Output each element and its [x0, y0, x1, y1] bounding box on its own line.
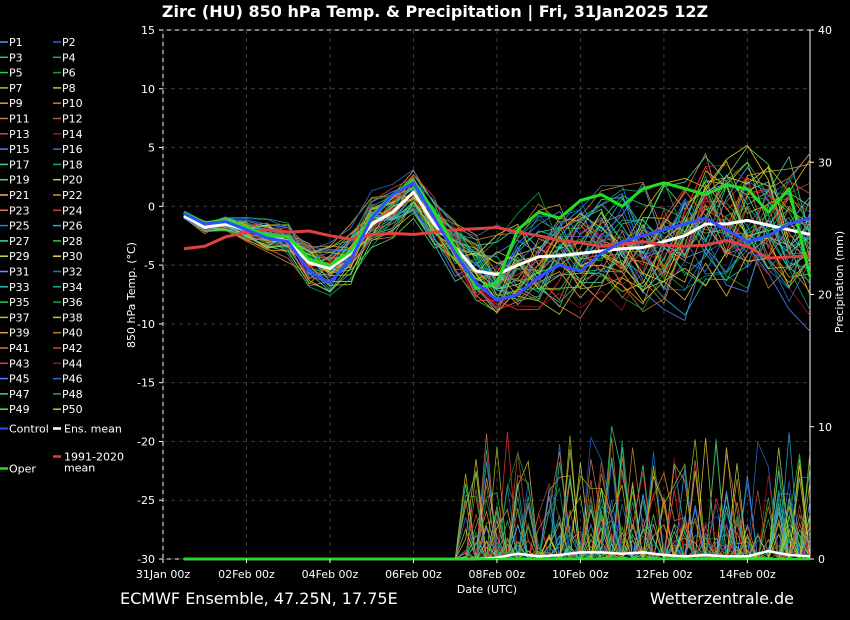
- legend-entry-p4: P4: [62, 51, 76, 64]
- control-line: [183, 181, 811, 302]
- legend-entry-p16: P16: [62, 143, 83, 156]
- legend-entry-p25: P25: [9, 220, 30, 233]
- legend-entry-p2: P2: [62, 36, 76, 49]
- legend-entry-p46: P46: [62, 373, 83, 386]
- legend-entry-p21: P21: [9, 189, 30, 202]
- x-tick-label: 04Feb 00z: [302, 568, 359, 581]
- x-tick-label: 06Feb 00z: [385, 568, 442, 581]
- legend-entry-p37: P37: [9, 311, 30, 324]
- x-tick-label: 12Feb 00z: [636, 568, 693, 581]
- y-axis-left: 15 10 5 0 -5 -10 -15 -20 -25 -30: [137, 24, 163, 566]
- member-temp-line: [183, 183, 811, 290]
- legend-entry-p49: P49: [9, 403, 30, 416]
- x-axis: 31Jan 00z 02Feb 00z 04Feb 00z 06Feb 00z 08Fe…: [136, 559, 776, 581]
- y-tick-label: -10: [137, 318, 155, 331]
- legend-entry-p31: P31: [9, 266, 30, 279]
- legend-entry-oper: Oper: [9, 463, 36, 476]
- legend-entry-p10: P10: [62, 97, 83, 110]
- member-temp-line: [183, 180, 811, 303]
- y-right-tick-label: 10: [818, 421, 832, 434]
- legend-entry-p17: P17: [9, 158, 30, 171]
- y-tick-label: 0: [148, 200, 155, 213]
- legend-entry-p26: P26: [62, 220, 83, 233]
- 1991-2020-mean-line: [183, 226, 811, 260]
- member-temp-line: [183, 159, 811, 303]
- legend-entry-p33: P33: [9, 281, 30, 294]
- y-axis-label: 850 hPa Temp. (°C): [125, 242, 138, 348]
- y-tick-label: -15: [137, 377, 155, 390]
- chart-title: Zirc (HU) 850 hPa Temp. & Precipitation …: [162, 2, 708, 22]
- legend-entry-p8: P8: [62, 82, 76, 95]
- y-tick-label: 10: [141, 83, 155, 96]
- member-temp-line: [183, 165, 811, 299]
- legend-entry-p12: P12: [62, 113, 83, 126]
- legend-entry-p27: P27: [9, 235, 30, 248]
- y-tick-label: 5: [148, 142, 155, 155]
- legend-entry-p47: P47: [9, 388, 30, 401]
- legend-entry-p1: P1: [9, 36, 23, 49]
- legend-entry-p45: P45: [9, 373, 30, 386]
- legend-entry-clim-2: mean: [64, 462, 95, 475]
- y-right-tick-label: 0: [818, 553, 825, 566]
- y-axis-right-label: Precipitation (mm): [833, 231, 846, 333]
- legend-entry-p19: P19: [9, 174, 30, 187]
- legend-entry-p13: P13: [9, 128, 30, 141]
- footer-site: Wetterzentrale.de: [650, 589, 794, 608]
- legend-entry-p48: P48: [62, 388, 83, 401]
- oper-line: [183, 179, 812, 291]
- legend-entry-p38: P38: [62, 311, 83, 324]
- legend-entry-p15: P15: [9, 143, 30, 156]
- x-tick-label: 02Feb 00z: [218, 568, 275, 581]
- y-tick-label: -20: [137, 435, 155, 448]
- legend-entry-p40: P40: [62, 327, 83, 340]
- legend-entry-p11: P11: [9, 113, 30, 126]
- y-right-tick-label: 20: [818, 289, 832, 302]
- y-tick-label: -30: [137, 553, 155, 566]
- legend-entry-p5: P5: [9, 67, 23, 80]
- legend-entry-p28: P28: [62, 235, 83, 248]
- member-temp-line: [183, 176, 811, 309]
- legend-entry-p6: P6: [62, 67, 76, 80]
- x-tick-label: 10Feb 00z: [552, 568, 609, 581]
- legend-entry-p50: P50: [62, 403, 83, 416]
- legend-entry-p22: P22: [62, 189, 83, 202]
- legend-entry-p9: P9: [9, 97, 23, 110]
- legend-entry-p44: P44: [62, 357, 83, 370]
- x-axis-label: Date (UTC): [457, 583, 517, 596]
- legend-entry-p32: P32: [62, 266, 83, 279]
- legend-entry-p20: P20: [62, 174, 83, 187]
- legend-entry-clim: 1991-2020: [64, 451, 124, 464]
- y-tick-label: 15: [141, 24, 155, 37]
- x-tick-label: 31Jan 00z: [136, 568, 190, 581]
- y-tick-label: -25: [137, 494, 155, 507]
- legend-entry-p30: P30: [62, 250, 83, 263]
- legend-entry-p7: P7: [9, 82, 23, 95]
- legend-entry-p34: P34: [62, 281, 83, 294]
- y-tick-label: -5: [144, 259, 155, 272]
- legend-entry-control: Control: [9, 423, 49, 436]
- member-temp-line: [183, 189, 811, 303]
- legend-entry-p39: P39: [9, 327, 30, 340]
- legend: P1 P2 P3 P4 P5 P6 P7 P8 P9 P10 P11 P12 P13 P14 P15 P16 P…: [0, 36, 124, 476]
- footer-source: ECMWF Ensemble, 47.25N, 17.75E: [120, 589, 398, 608]
- x-tick-label: 14Feb 00z: [719, 568, 776, 581]
- legend-entry-p42: P42: [62, 342, 83, 355]
- legend-entry-p18: P18: [62, 158, 83, 171]
- legend-entry-p24: P24: [62, 204, 83, 217]
- legend-entry-p23: P23: [9, 204, 30, 217]
- legend-entry-p3: P3: [9, 51, 23, 64]
- legend-entry-p36: P36: [62, 296, 83, 309]
- legend-entry-p14: P14: [62, 128, 83, 141]
- y-axis-right: 40 30 20 10 0: [810, 24, 832, 566]
- legend-entry-p43: P43: [9, 357, 30, 370]
- legend-entry-p35: P35: [9, 296, 30, 309]
- legend-entry-ens-mean: Ens. mean: [64, 423, 122, 436]
- legend-entry-p29: P29: [9, 250, 30, 263]
- legend-entry-p41: P41: [9, 342, 30, 355]
- y-right-tick-label: 40: [818, 24, 832, 37]
- y-right-tick-label: 30: [818, 156, 832, 169]
- x-tick-label: 08Feb 00z: [469, 568, 526, 581]
